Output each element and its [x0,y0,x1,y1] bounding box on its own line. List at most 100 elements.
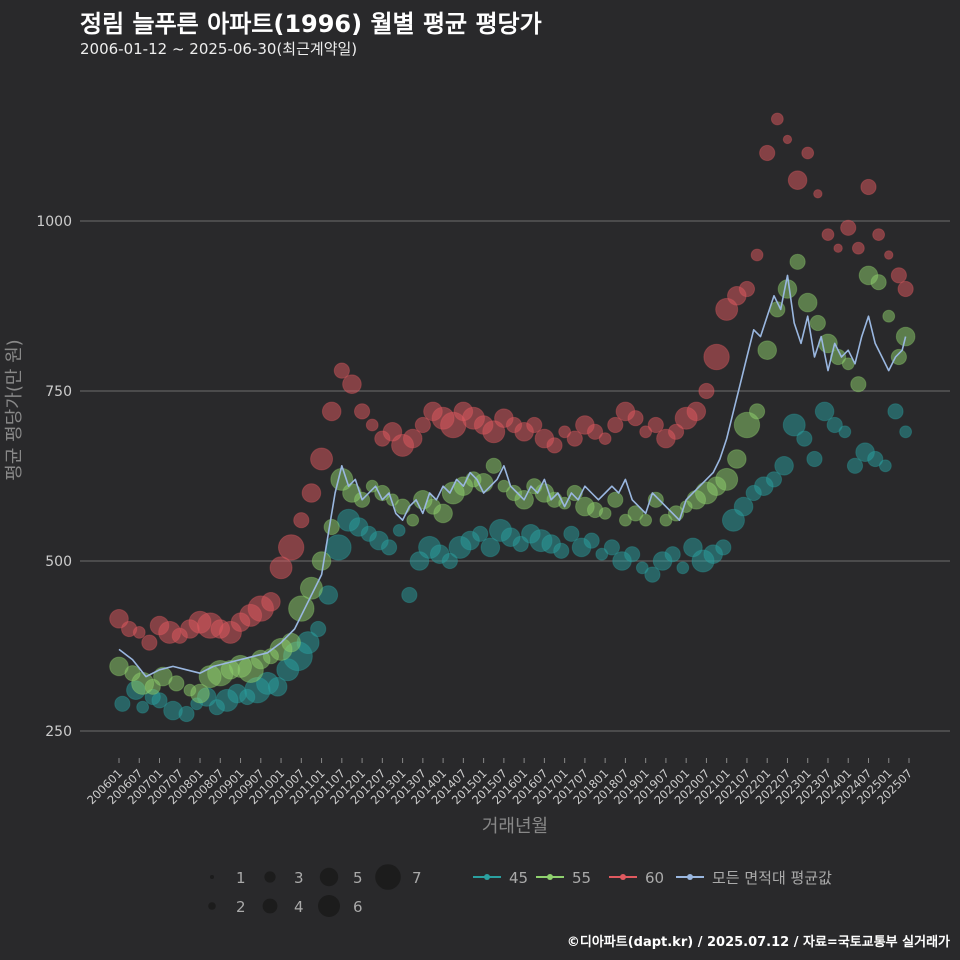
point-55-200706 [168,675,185,692]
point-60-202207 [782,134,793,145]
legend-size-5 [319,867,339,887]
point-45-201212 [392,524,406,537]
point-60-201101 [310,447,334,471]
point-55-201801 [598,507,612,520]
point-45-201912 [676,561,690,575]
point-60-201604 [526,416,543,434]
chart-title: 정림 늘푸른 아파트(1996) 월별 평균 평당가 [80,10,542,38]
point-55-201901 [639,513,653,527]
point-45-202012 [715,539,732,556]
point-60-202504 [890,267,907,284]
point-45-201012 [310,620,327,638]
point-60-201901 [639,425,653,439]
point-55-201501 [473,473,494,493]
point-60-202401 [840,219,857,236]
point-55-202301 [797,292,818,313]
point-55-202107 [733,411,761,439]
legend-size-label: 3 [294,869,304,887]
point-60-201104 [321,401,342,422]
gridlines [80,220,950,732]
point-45-200608 [136,700,150,714]
point-60-200610 [141,634,158,651]
legend-size-3 [264,871,276,883]
point-55-200702 [153,666,173,687]
point-55-202506 [895,326,916,347]
point-55-202304 [809,314,826,332]
legend-marker-2 [620,874,626,880]
point-45-202212 [796,430,813,447]
point-60-200910 [261,592,281,612]
point-55-200801 [190,683,210,704]
point-60-202506 [897,280,914,298]
point-60-202004 [686,401,707,422]
point-60-201810 [627,410,644,427]
point-60-202007 [698,382,715,400]
point-55-201301 [394,498,411,515]
point-45-202303 [806,450,823,468]
point-55-201504 [485,457,502,474]
point-55-202207 [777,279,798,299]
legend-size-6 [318,895,340,917]
legend-size-1 [210,875,214,879]
point-55-202404 [850,376,867,393]
point-60-201910 [667,423,685,440]
point-55-201807 [619,513,632,527]
point-45-200912 [267,677,288,697]
point-60-202107 [738,280,756,298]
point-55-201101 [311,551,332,571]
point-45-201503 [480,537,501,558]
point-45-202506 [899,425,913,439]
y-tick-label: 1000 [36,214,72,230]
point-55-201907 [659,513,673,527]
point-60-201710 [586,423,604,440]
point-45-201703 [563,525,580,542]
chart-subtitle: 2006-01-12 ~ 2025-06-30(최근계약일) [80,40,358,58]
legend-size-label: 7 [412,869,422,887]
point-45-202209 [782,413,806,437]
point-45-201909 [664,546,681,563]
point-55-202201 [757,340,778,361]
point-60-202404 [851,241,865,255]
point-60-202307 [821,228,835,242]
point-45-202106 [733,496,754,517]
y-tick-label: 500 [45,554,72,570]
point-60-201610 [546,437,563,454]
point-60-202407 [860,178,877,196]
legend-label-2: 60 [645,869,664,887]
point-45-201903 [644,566,661,583]
y-tick-labels: 250 500 750 1000 [36,214,72,740]
legend-marker-0 [484,874,490,880]
point-60-202301 [801,146,815,160]
point-60-201307 [414,416,431,434]
point-60-202110 [750,248,764,262]
point-55-201004 [281,632,301,653]
x-tick-labels: 2006012006072007012007072008012008072009… [84,758,915,807]
point-60-201204 [365,418,379,432]
point-60-201010 [301,483,322,503]
point-55-201007 [288,595,315,622]
point-45-201303 [401,586,418,604]
point-60-201007 [293,512,310,529]
point-45-202203 [765,471,783,488]
data-credit: ©디아파트(dapt.kr) / 2025.07.12 / 자료=국토교통부 실… [566,935,950,950]
point-60-202201 [759,144,776,162]
legend-marker-1 [547,874,553,880]
point-45-202306 [814,401,835,422]
legend-size-label: 1 [236,869,246,887]
point-60-201004 [277,534,305,561]
scatter-points [109,112,916,723]
point-55-202101 [715,467,739,491]
point-60-201904 [647,416,664,434]
legend-label-0: 45 [509,869,528,887]
legend-size-7 [375,864,401,890]
point-60-200607 [132,626,146,639]
point-60-202501 [884,250,894,260]
point-45-202403 [846,457,864,474]
point-55-202501 [882,309,896,323]
point-55-200601 [109,656,129,677]
point-45-201612 [553,542,570,559]
point-45-201803 [603,539,621,556]
y-tick-label: 250 [45,724,72,740]
legend-size-label: 6 [353,898,363,916]
